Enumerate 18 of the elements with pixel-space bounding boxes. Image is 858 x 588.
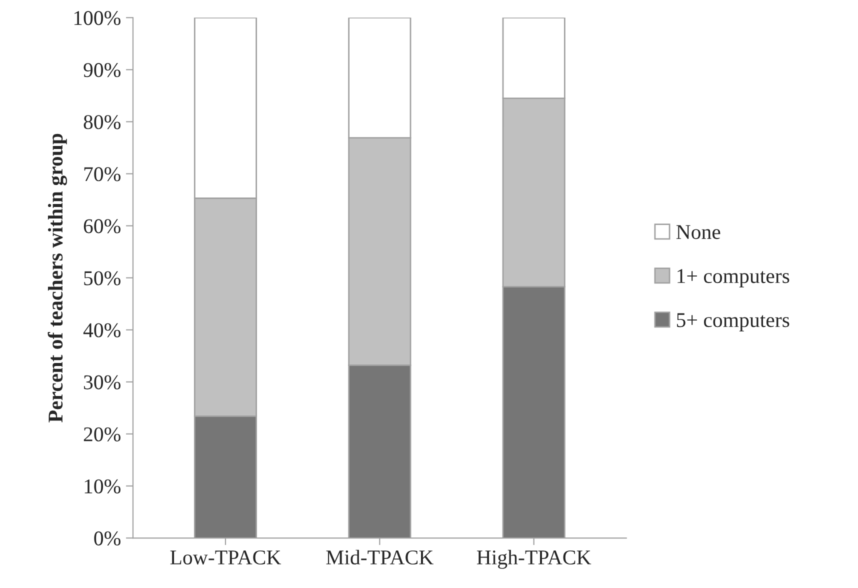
y-tick-label: 90% xyxy=(84,63,120,78)
y-tick-label: 40% xyxy=(83,323,120,338)
y-tick-label: 30% xyxy=(84,375,120,390)
legend-label: 5+ computers xyxy=(677,313,790,332)
y-tick-label: 100% xyxy=(74,11,120,26)
y-tick-label: 50% xyxy=(84,271,120,286)
y-tick-label: 70% xyxy=(84,167,120,182)
legend-label: 1+ computers xyxy=(678,269,790,288)
x-tick-label: High-TPACK xyxy=(476,550,592,569)
x-tick-label: Low-TPACK xyxy=(170,550,282,564)
y-axis-title: Percent of teachers within group xyxy=(48,134,68,422)
y-tick-label: 10% xyxy=(84,479,120,494)
y-tick-label: 0% xyxy=(94,531,120,546)
y-tick-label: 60% xyxy=(84,219,120,234)
y-tick-label: 20% xyxy=(84,427,120,442)
y-tick-label: 80% xyxy=(84,115,120,130)
x-tick-label: Mid-TPACK xyxy=(326,550,434,564)
legend-label: None xyxy=(676,225,720,240)
